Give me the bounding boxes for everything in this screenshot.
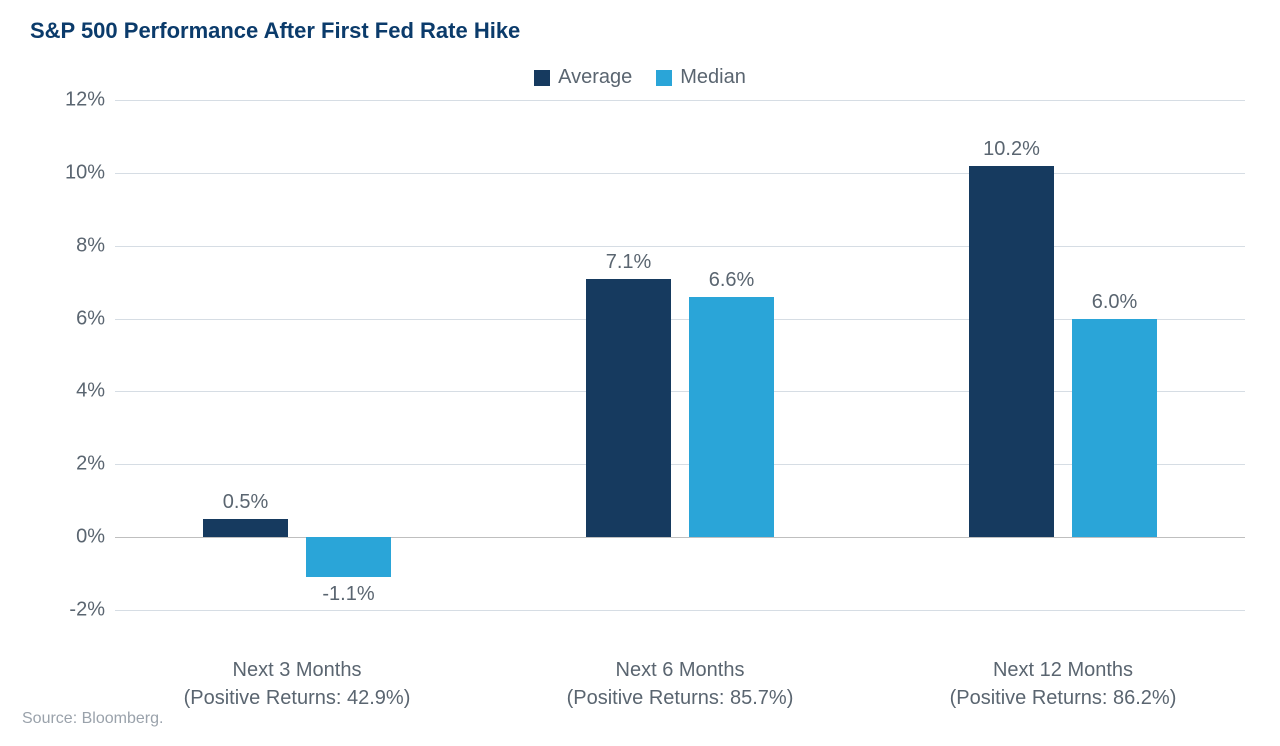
category-label-line1: Next 3 Months (184, 656, 411, 684)
category-label-line1: Next 12 Months (950, 656, 1177, 684)
bar-median-2 (1072, 319, 1157, 538)
bar-median-1 (689, 297, 774, 537)
y-tick-label: 6% (45, 307, 105, 330)
y-tick-label: 2% (45, 453, 105, 476)
category-label: Next 12 Months(Positive Returns: 86.2%) (950, 656, 1177, 712)
gridline (115, 100, 1245, 101)
legend-label-median: Median (680, 66, 746, 89)
legend-item-median: Median (656, 66, 746, 89)
y-tick-label: -2% (45, 599, 105, 622)
category-label-line2: (Positive Returns: 85.7%) (567, 684, 794, 712)
gridline (115, 246, 1245, 247)
bar-label: 0.5% (223, 491, 269, 514)
category-label: Next 6 Months(Positive Returns: 85.7%) (567, 656, 794, 712)
bar-label: 6.0% (1092, 291, 1138, 314)
bar-label: 6.6% (709, 269, 755, 292)
category-label-line2: (Positive Returns: 86.2%) (950, 684, 1177, 712)
bar-label: 10.2% (983, 138, 1040, 161)
legend-item-average: Average (534, 66, 632, 89)
y-tick-label: 8% (45, 234, 105, 257)
legend-swatch-median (656, 70, 672, 86)
zero-line (115, 537, 1245, 538)
chart-title: S&P 500 Performance After First Fed Rate… (30, 18, 520, 44)
bar-average-0 (203, 519, 288, 537)
y-tick-label: 10% (45, 161, 105, 184)
gridline (115, 610, 1245, 611)
y-tick-label: 12% (45, 89, 105, 112)
chart-plot-area: -2%0%2%4%6%8%10%12%0.5%-1.1%Next 3 Month… (115, 100, 1245, 610)
bar-median-0 (306, 537, 391, 577)
category-label: Next 3 Months(Positive Returns: 42.9%) (184, 656, 411, 712)
bar-average-1 (586, 279, 671, 538)
chart-legend: Average Median (0, 66, 1280, 89)
bar-label: 7.1% (606, 251, 652, 274)
category-label-line2: (Positive Returns: 42.9%) (184, 684, 411, 712)
gridline (115, 173, 1245, 174)
y-tick-label: 0% (45, 526, 105, 549)
bar-average-2 (969, 166, 1054, 538)
category-label-line1: Next 6 Months (567, 656, 794, 684)
source-attribution: Source: Bloomberg. (22, 710, 163, 728)
legend-label-average: Average (558, 66, 632, 89)
legend-swatch-average (534, 70, 550, 86)
bar-label: -1.1% (322, 583, 374, 606)
y-tick-label: 4% (45, 380, 105, 403)
